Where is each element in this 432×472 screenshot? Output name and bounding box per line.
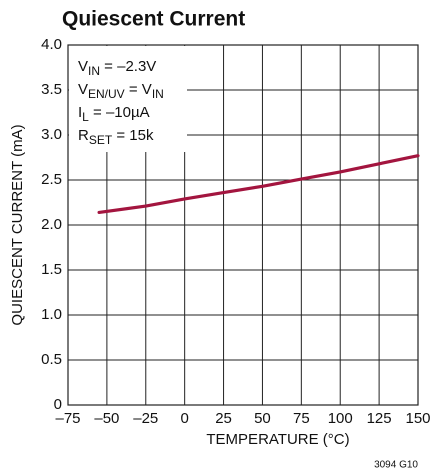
annotation: VEN/UV = VIN — [78, 81, 164, 101]
annotation-part: IN — [88, 64, 100, 78]
annotation-box — [69, 46, 187, 152]
annotation-part: = V — [125, 81, 152, 98]
x-axis-label: TEMPERATURE (°C) — [206, 431, 349, 448]
x-tick-label: 75 — [293, 410, 310, 427]
chart-title: Quiescent Current — [62, 8, 245, 31]
y-tick-label: 0 — [54, 396, 62, 413]
annotation-part: L — [82, 110, 89, 124]
annotation-part: V — [78, 58, 88, 75]
x-tick-label: 25 — [215, 410, 232, 427]
y-tick-label: 1.5 — [41, 261, 62, 278]
annotation-part: V — [78, 81, 88, 98]
plot-frame — [67, 44, 419, 406]
annotation-part: IN — [152, 87, 164, 101]
x-tick-label: 0 — [180, 410, 188, 427]
x-tick-label: –75 — [55, 410, 80, 427]
x-tick-label: 125 — [367, 410, 392, 427]
annotation: IL = –10µA — [78, 104, 150, 124]
y-tick-label: 0.5 — [41, 351, 62, 368]
x-tick-label: 100 — [328, 410, 353, 427]
x-tick-label: –50 — [94, 410, 119, 427]
y-tick-label: 3.0 — [41, 126, 62, 143]
y-axis-label: QUIESCENT CURRENT (mA) — [9, 124, 26, 325]
annotation-part: = 15k — [112, 127, 154, 144]
annotation-part: EN/UV — [88, 87, 125, 101]
annotation: VIN = –2.3V — [78, 58, 156, 78]
y-tick-label: 3.5 — [41, 81, 62, 98]
annotation-part: = –2.3V — [100, 58, 156, 75]
x-tick-label: 150 — [405, 410, 430, 427]
y-tick-label: 2.5 — [41, 171, 62, 188]
annotation-part: I — [78, 104, 82, 121]
annotation-part: SET — [89, 133, 113, 147]
annotation: RSET = 15k — [78, 127, 154, 147]
figure-note: 3094 G10 — [374, 460, 418, 471]
y-tick-label: 1.0 — [41, 306, 62, 323]
x-tick-label: –25 — [133, 410, 158, 427]
series-line — [97, 154, 420, 214]
annotation-part: R — [78, 127, 89, 144]
y-tick-label: 2.0 — [41, 216, 62, 233]
y-tick-label: 4.0 — [41, 36, 62, 53]
x-tick-label: 50 — [254, 410, 271, 427]
annotation-part: = –10µA — [89, 104, 150, 121]
